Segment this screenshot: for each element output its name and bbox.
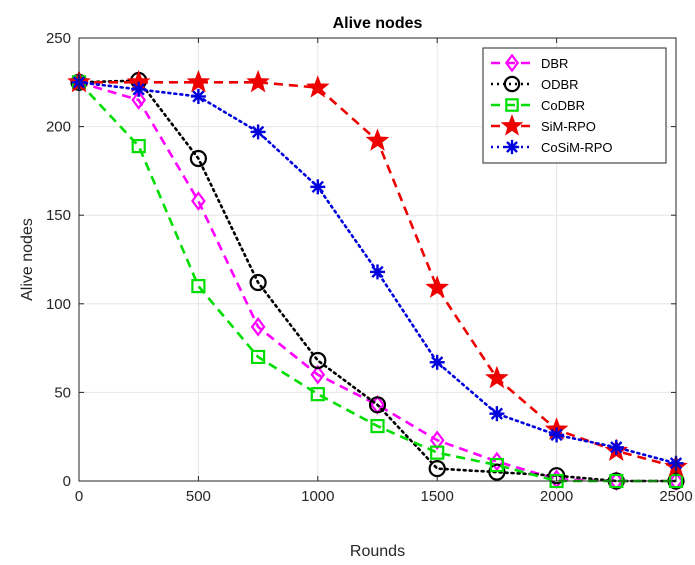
x-tick-label: 2500 [659, 488, 692, 505]
data-point [249, 273, 267, 292]
chart-title: Alive nodes [333, 15, 423, 32]
series-cosim-rpo [71, 74, 684, 471]
x-tick-label: 500 [186, 488, 211, 505]
data-point [191, 191, 206, 211]
legend-item: DBR [491, 53, 568, 73]
x-tick-label: 0 [75, 488, 83, 505]
data-point [489, 406, 505, 422]
legend-marker [505, 98, 519, 112]
data-point [305, 75, 330, 98]
y-tick-label: 150 [46, 207, 71, 224]
x-axis-title: Rounds [350, 543, 405, 560]
data-point [189, 149, 207, 168]
x-tick-label: 2000 [540, 488, 573, 505]
data-point [246, 69, 270, 93]
y-tick-label: 250 [46, 30, 71, 47]
data-point [310, 387, 325, 402]
data-point [250, 124, 266, 140]
legend-label: CoSiM-RPO [541, 140, 613, 155]
data-point [429, 354, 445, 370]
data-point [547, 467, 566, 485]
data-point [488, 463, 506, 481]
legend-marker [500, 114, 524, 136]
y-axis-title: Alive nodes [19, 218, 36, 301]
data-point [425, 275, 450, 298]
axes-box [78, 37, 677, 482]
legend-item: ODBR [491, 75, 579, 93]
series-line [77, 79, 678, 483]
y-tick-label: 100 [46, 296, 71, 313]
legend-marker [503, 75, 521, 93]
legend-item: CoSiM-RPO [491, 139, 613, 155]
data-point [251, 349, 266, 365]
y-tick-label: 0 [63, 473, 71, 490]
data-point [608, 439, 624, 455]
data-point [430, 445, 445, 460]
data-point [368, 396, 387, 414]
legend-item: SiM-RPO [491, 114, 596, 136]
x-tick-label: 1500 [421, 488, 454, 505]
y-tick-label: 50 [54, 384, 71, 401]
legend-marker [504, 53, 520, 73]
legend-marker [504, 139, 520, 155]
legend: DBR ODBR CoDBR SiM-RPO CoSiM-RPO [482, 47, 667, 164]
data-point [191, 278, 206, 294]
data-point [365, 128, 390, 151]
data-point [186, 69, 211, 93]
legend-label: DBR [541, 56, 568, 71]
data-point [131, 138, 146, 154]
x-tick-label: 1000 [301, 488, 334, 505]
data-point [549, 427, 565, 443]
legend-item: CoDBR [491, 98, 585, 113]
data-point [131, 90, 147, 110]
legend-label: ODBR [541, 77, 579, 92]
legend-label: CoDBR [541, 98, 585, 113]
data-point [190, 88, 206, 104]
data-point [429, 430, 445, 451]
data-point [310, 364, 326, 385]
axis-ticks: 0 500 1000 1500 2000 2500 0 50 100 150 200 250 [46, 30, 693, 505]
data-point [485, 365, 509, 389]
data-point [370, 418, 385, 434]
data-point [250, 317, 266, 337]
y-tick-label: 200 [46, 119, 71, 136]
data-point [310, 179, 326, 195]
data-point [370, 264, 385, 280]
data-point [131, 81, 147, 97]
data-point [309, 351, 327, 370]
data-point [489, 457, 504, 473]
legend-label: SiM-RPO [541, 119, 596, 134]
